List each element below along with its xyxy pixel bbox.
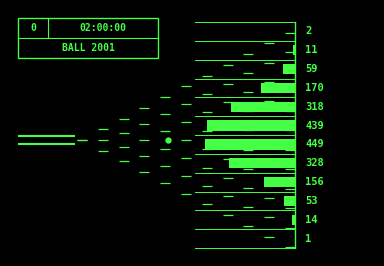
Bar bbox=[285, 196, 295, 206]
Text: 0: 0 bbox=[30, 23, 36, 33]
Text: 11: 11 bbox=[305, 45, 318, 55]
Bar bbox=[292, 215, 295, 225]
Text: 59: 59 bbox=[305, 64, 318, 74]
Text: 14: 14 bbox=[305, 215, 318, 225]
Text: 170: 170 bbox=[305, 83, 324, 93]
Text: 02:00:00: 02:00:00 bbox=[79, 23, 126, 33]
Text: 449: 449 bbox=[305, 139, 324, 149]
Bar bbox=[205, 139, 295, 149]
Text: 156: 156 bbox=[305, 177, 324, 187]
Bar bbox=[283, 64, 295, 74]
Bar bbox=[261, 83, 295, 93]
Bar bbox=[207, 120, 295, 131]
Text: 439: 439 bbox=[305, 120, 324, 131]
Bar bbox=[231, 102, 295, 112]
Text: BALL 2001: BALL 2001 bbox=[61, 43, 114, 53]
Bar bbox=[18, 18, 158, 58]
Text: 1: 1 bbox=[305, 234, 311, 244]
Bar bbox=[293, 45, 295, 55]
Bar bbox=[229, 158, 295, 168]
Text: 328: 328 bbox=[305, 158, 324, 168]
Text: 53: 53 bbox=[305, 196, 318, 206]
Text: 2: 2 bbox=[305, 26, 311, 36]
Text: 318: 318 bbox=[305, 102, 324, 112]
Bar bbox=[264, 177, 295, 187]
